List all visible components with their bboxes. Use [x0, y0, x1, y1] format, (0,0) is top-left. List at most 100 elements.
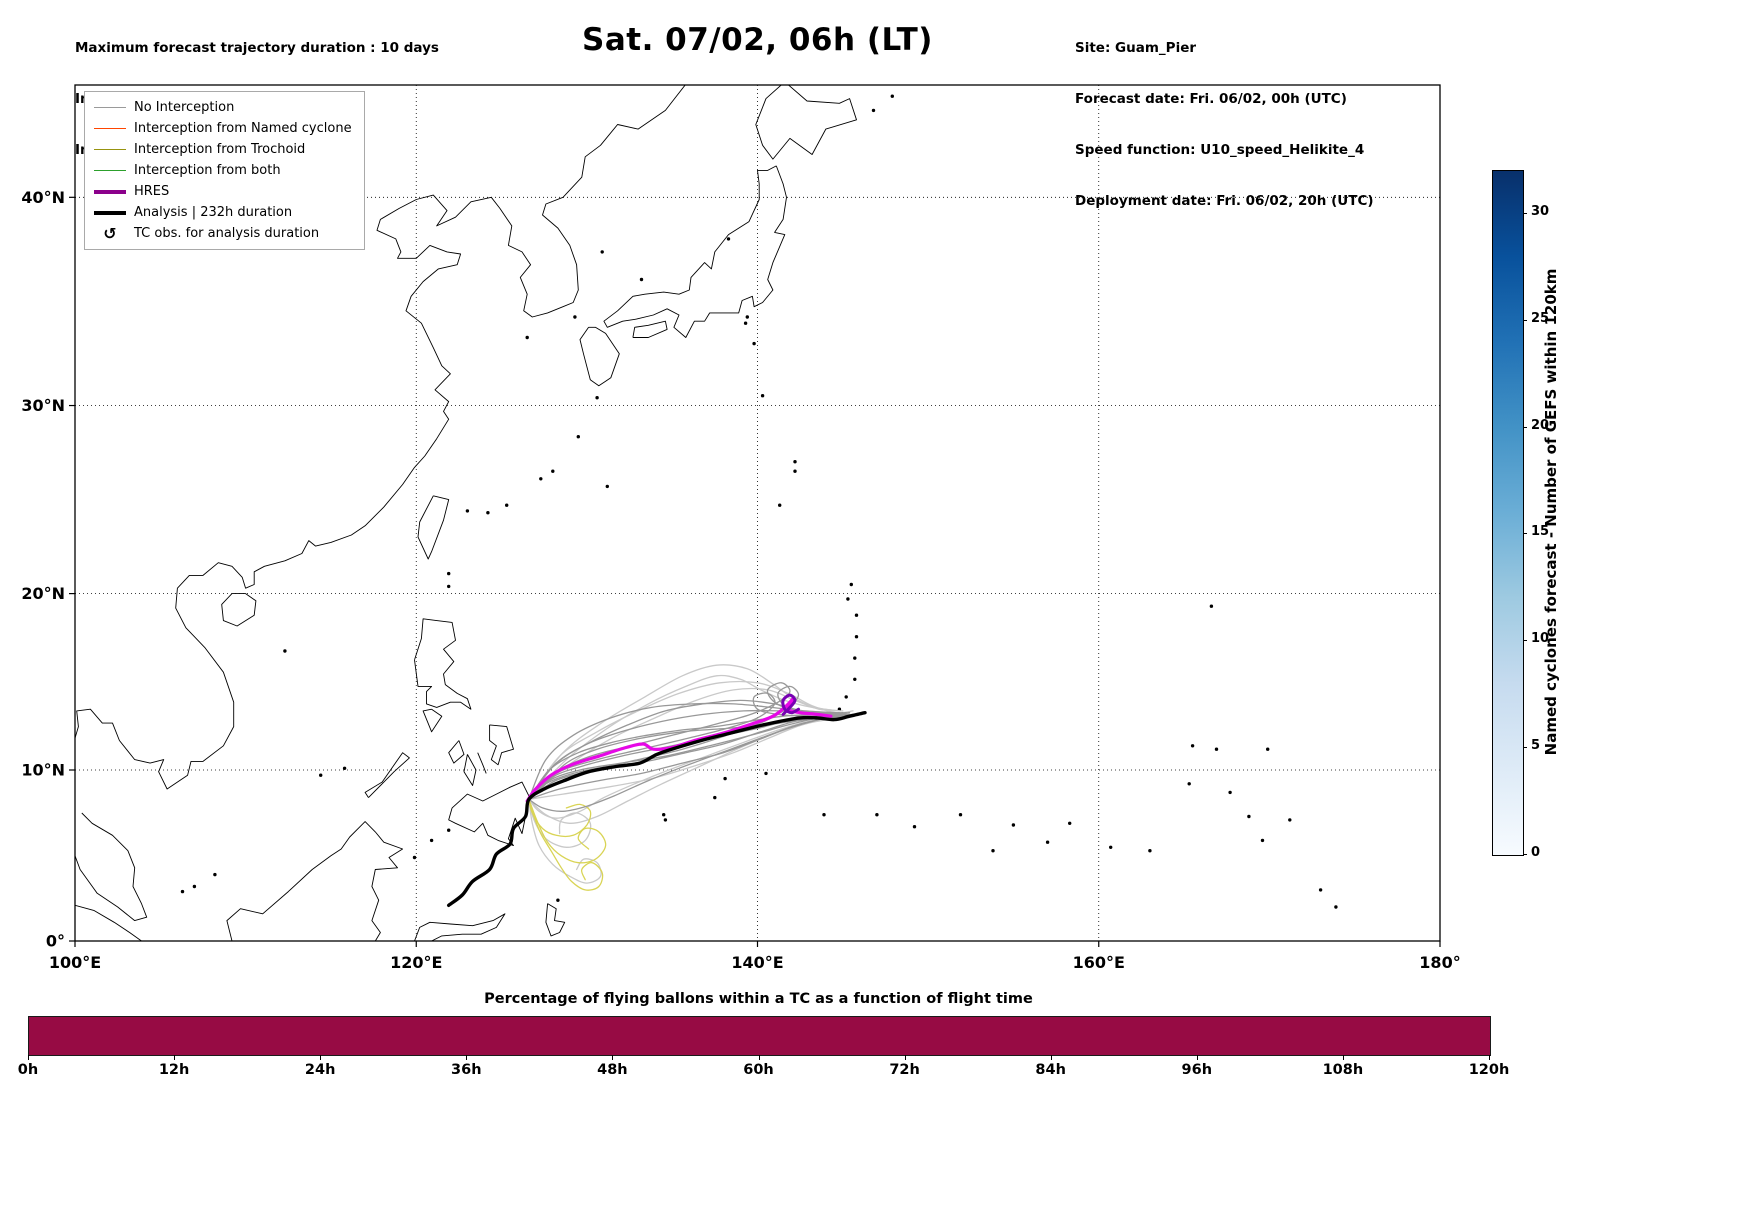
trochoid-track — [528, 798, 592, 838]
bottom-axis-tick — [320, 1055, 322, 1060]
coastline — [579, 326, 620, 387]
site-info-line: Forecast date: Fri. 06/02, 00h (UTC) — [1075, 91, 1347, 107]
ensemble-track — [528, 713, 847, 812]
coastline — [545, 903, 566, 937]
bottom-chart-title: Percentage of flying ballons within a TC… — [484, 991, 1033, 1007]
tc-obs-loop — [781, 693, 800, 716]
param-line: Maximum forecast trajectory duration : 1… — [75, 40, 439, 56]
legend-item-label: Interception from Trochoid — [134, 142, 306, 157]
legend-item-label: HRES — [134, 184, 170, 199]
coastline — [221, 593, 257, 627]
colorbar-tick — [1523, 533, 1527, 534]
bottom-axis-tick-label: 36h — [451, 1062, 482, 1078]
legend-line-swatch — [93, 128, 127, 129]
colorbar-tick-label: 5 — [1531, 738, 1541, 753]
legend-line-swatch — [93, 189, 127, 194]
coastline — [463, 754, 477, 786]
coastline — [364, 752, 410, 798]
lat-tick-label: 0° — [46, 932, 65, 951]
colorbar-tick — [1523, 320, 1527, 321]
colorbar — [1492, 170, 1524, 856]
ensemble-track — [528, 664, 841, 800]
site-info-line: Site: Guam_Pier — [1075, 40, 1197, 56]
legend-item: No Interception — [93, 97, 352, 118]
legend-item: HRES — [93, 181, 352, 202]
bottom-axis-tick — [1196, 1055, 1198, 1060]
ensemble-track — [528, 798, 592, 848]
legend-item-label: Analysis | 232h duration — [134, 205, 293, 220]
coastlines — [75, 85, 857, 941]
bottom-axis-tick — [28, 1055, 29, 1060]
colorbar-tick-label: 20 — [1531, 418, 1550, 433]
colorbar-tick-label: 30 — [1531, 204, 1550, 219]
coastline — [414, 913, 506, 941]
bottom-axis-tick — [904, 1055, 906, 1060]
bottom-axis-tick — [1342, 1055, 1344, 1060]
bottom-axis-tick-label: 24h — [304, 1062, 336, 1078]
bottom-axis-tick-label: 84h — [1035, 1062, 1066, 1078]
coastline — [226, 821, 404, 941]
balloon-percentage-bar — [28, 1016, 1491, 1056]
coastline — [755, 85, 857, 160]
legend-item-label: Interception from both — [134, 163, 281, 178]
lat-tick-label: 20°N — [21, 584, 65, 603]
colorbar-tick-label: 0 — [1531, 845, 1541, 860]
ensemble-track — [528, 692, 854, 800]
coastline — [417, 495, 450, 560]
lon-tick-label: 100°E — [49, 953, 101, 972]
colorbar-tick — [1523, 427, 1527, 428]
legend-item-label: No Interception — [134, 100, 235, 115]
site-info-line: Speed function: U10_speed_Helikite_4 — [1075, 142, 1365, 158]
ensemble-track — [528, 798, 602, 884]
analysis-track — [447, 711, 867, 907]
coastline — [632, 320, 668, 338]
coastline — [422, 708, 443, 733]
bottom-axis-tick — [1489, 1055, 1490, 1060]
coastline — [75, 85, 686, 790]
legend-line-swatch — [93, 107, 127, 108]
lat-tick-label: 10°N — [21, 760, 65, 779]
bottom-axis-tick-label: 120h — [1468, 1062, 1510, 1078]
map-axes: 100°E 120°E 140°E 160°E 180° 0° 10°N 20°N 30°N 40… — [21, 188, 1460, 972]
lon-tick-label: 140°E — [731, 953, 783, 972]
legend: No Interception Interception from Named c… — [84, 91, 365, 250]
coastline — [489, 724, 514, 766]
ensemble-track — [528, 715, 841, 819]
trochoid-track — [528, 798, 607, 864]
legend-item: ↺ TC obs. for analysis duration — [93, 223, 352, 244]
bottom-axis-tick-label: 72h — [889, 1062, 920, 1078]
coastline — [75, 904, 142, 941]
figure-title: Sat. 07/02, 06h (LT) — [582, 22, 933, 58]
trochoid-track — [528, 798, 604, 891]
legend-item-label: Interception from Named cyclone — [134, 121, 352, 136]
coastline — [448, 740, 465, 764]
bottom-axis-tick-label: 108h — [1322, 1062, 1364, 1078]
bottom-axis-tick — [612, 1055, 614, 1060]
coastline — [603, 165, 787, 338]
tc-obs-symbol: ↺ — [103, 223, 117, 243]
colorbar-tick-label: 25 — [1531, 311, 1550, 326]
bottom-axis-tick — [466, 1055, 468, 1060]
coastline — [414, 618, 472, 710]
legend-line-swatch — [93, 149, 127, 150]
bottom-axis-tick — [1050, 1055, 1052, 1060]
gridlines — [75, 85, 1440, 941]
colorbar-tick — [1523, 213, 1527, 214]
lon-tick-label: 180° — [1419, 953, 1460, 972]
site-info: Site: Guam_Pier Forecast date: Fri. 06/0… — [1075, 6, 1374, 244]
bottom-axis-tick-label: 96h — [1181, 1062, 1213, 1078]
lon-tick-label: 120°E — [390, 953, 442, 972]
bottom-axis-tick-label: 0h — [17, 1062, 39, 1078]
site-info-line: Deployment date: Fri. 06/02, 20h (UTC) — [1075, 193, 1374, 209]
colorbar-tick-label: 15 — [1531, 524, 1550, 539]
ensemble-track — [528, 713, 858, 800]
ensemble-track — [528, 713, 847, 800]
colorbar-tick — [1523, 854, 1527, 855]
coastline — [448, 781, 530, 847]
trajectories — [447, 664, 867, 907]
legend-item: Interception from Named cyclone — [93, 118, 352, 139]
bottom-axis-tick-label: 48h — [597, 1062, 628, 1078]
bottom-axis-tick-label: 12h — [158, 1062, 190, 1078]
